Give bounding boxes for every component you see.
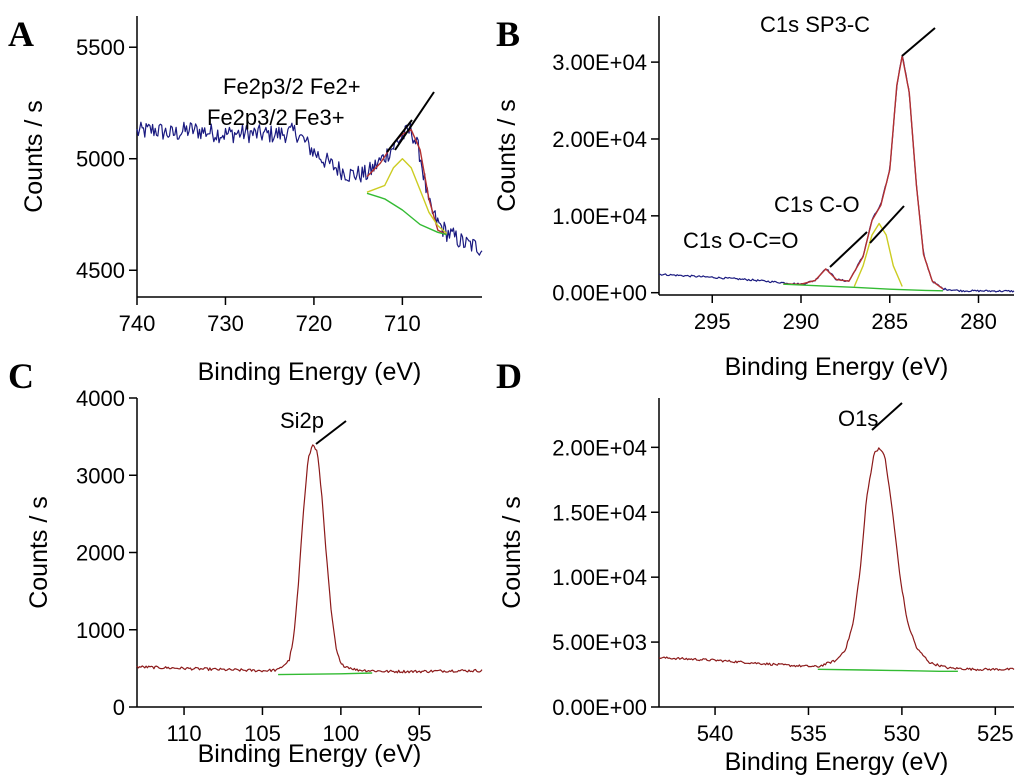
spectrum-series-1 — [278, 672, 373, 676]
spectrum-series-0 — [136, 444, 483, 674]
peak-label: C1s SP3-C — [760, 12, 870, 37]
y-axis-title: Counts / s — [20, 100, 48, 213]
spectrum-series-1 — [783, 55, 944, 290]
x-axis-title: Binding Energy (eV) — [198, 740, 422, 768]
x-tick-label: 280 — [960, 309, 997, 334]
spectrum-series-1 — [366, 129, 447, 236]
peak-label: Fe2p3/2 Fe3+ — [207, 105, 345, 130]
x-tick-label: 105 — [244, 721, 281, 746]
spectrum-series-0 — [136, 121, 483, 256]
x-tick-label: 100 — [323, 721, 360, 746]
peak-leader-line — [829, 231, 868, 268]
y-tick-label: 1000 — [76, 618, 125, 643]
panel-label-a: A — [8, 14, 34, 54]
y-tick-label: 5000 — [76, 147, 125, 172]
x-tick-label: 110 — [167, 721, 202, 746]
peak-leader-line — [869, 205, 905, 244]
spectrum-series-2 — [853, 222, 903, 287]
y-tick-label: 3000 — [76, 463, 125, 488]
y-tick-label: 5500 — [76, 35, 125, 60]
peak-leader-line — [386, 119, 413, 153]
peak-leader-line — [901, 27, 936, 57]
y-tick-label: 0.00E+00 — [552, 695, 647, 720]
y-tick-label: 4000 — [76, 386, 125, 411]
panel-a: A 4500 5000 5500 740 730 720 710 Binding Energy… — [8, 14, 483, 386]
x-tick-label: 740 — [119, 311, 156, 336]
y-tick-label: 1.50E+04 — [552, 500, 647, 525]
y-tick-label: 0.00E+00 — [552, 281, 647, 306]
peak-label: O1s — [838, 406, 878, 431]
peak-label: Fe2p3/2 Fe2+ — [223, 74, 361, 99]
spectrum-series-1 — [817, 668, 958, 672]
y-tick-label: 1.00E+04 — [552, 565, 647, 590]
x-axis-title: Binding Energy (eV) — [198, 358, 422, 386]
x-axis-title: Binding Energy (eV) — [725, 748, 949, 776]
panel-label-b: B — [496, 14, 520, 54]
peak-leader-line — [315, 420, 347, 445]
x-tick-label: 525 — [977, 721, 1014, 746]
y-axis-title: Counts / s — [498, 496, 526, 609]
panel-label-c: C — [8, 356, 34, 396]
y-axis-title: Counts / s — [25, 496, 53, 609]
peak-leader-line — [394, 91, 435, 151]
x-tick-label: 730 — [207, 311, 244, 336]
y-tick-label: 0 — [113, 695, 125, 720]
y-tick-label: 5.00E+03 — [552, 630, 647, 655]
x-axis-title: Binding Energy (eV) — [725, 353, 949, 381]
y-tick-label: 2.00E+04 — [552, 435, 647, 460]
y-tick-label: 3.00E+04 — [552, 50, 647, 75]
spectrum-series-3 — [783, 283, 944, 292]
y-tick-label: 4500 — [76, 258, 125, 283]
panel-b: B 0.00E+00 1.00E+04 2.00E+04 3.00E+04 295 290… — [493, 12, 1015, 381]
peak-label: C1s O-C=O — [683, 228, 799, 253]
peak-leader-line — [871, 402, 903, 431]
spectrum-series-2 — [366, 192, 447, 236]
peak-label: Si2p — [280, 408, 324, 433]
x-tick-label: 95 — [407, 721, 431, 746]
spectrum-series-0 — [659, 54, 1015, 293]
x-tick-label: 720 — [296, 311, 333, 336]
x-tick-label: 290 — [783, 309, 820, 334]
panel-label-d: D — [496, 356, 522, 396]
panel-d: D 0.00E+00 5.00E+03 1.00E+04 1.50E+04 2.00E+… — [496, 356, 1015, 776]
y-tick-label: 2.00E+04 — [552, 127, 647, 152]
x-tick-label: 530 — [884, 721, 921, 746]
x-tick-label: 540 — [697, 721, 734, 746]
peak-label: C1s C-O — [774, 192, 860, 217]
spectrum-series-0 — [658, 447, 1015, 672]
y-axis-title: Counts / s — [493, 99, 521, 212]
x-tick-label: 295 — [694, 309, 731, 334]
x-tick-label: 535 — [790, 721, 827, 746]
y-tick-label: 1.00E+04 — [552, 204, 647, 229]
y-tick-label: 2000 — [76, 541, 125, 566]
x-tick-label: 285 — [871, 309, 908, 334]
spectrum-series-3 — [366, 158, 448, 234]
x-tick-label: 710 — [384, 311, 421, 336]
